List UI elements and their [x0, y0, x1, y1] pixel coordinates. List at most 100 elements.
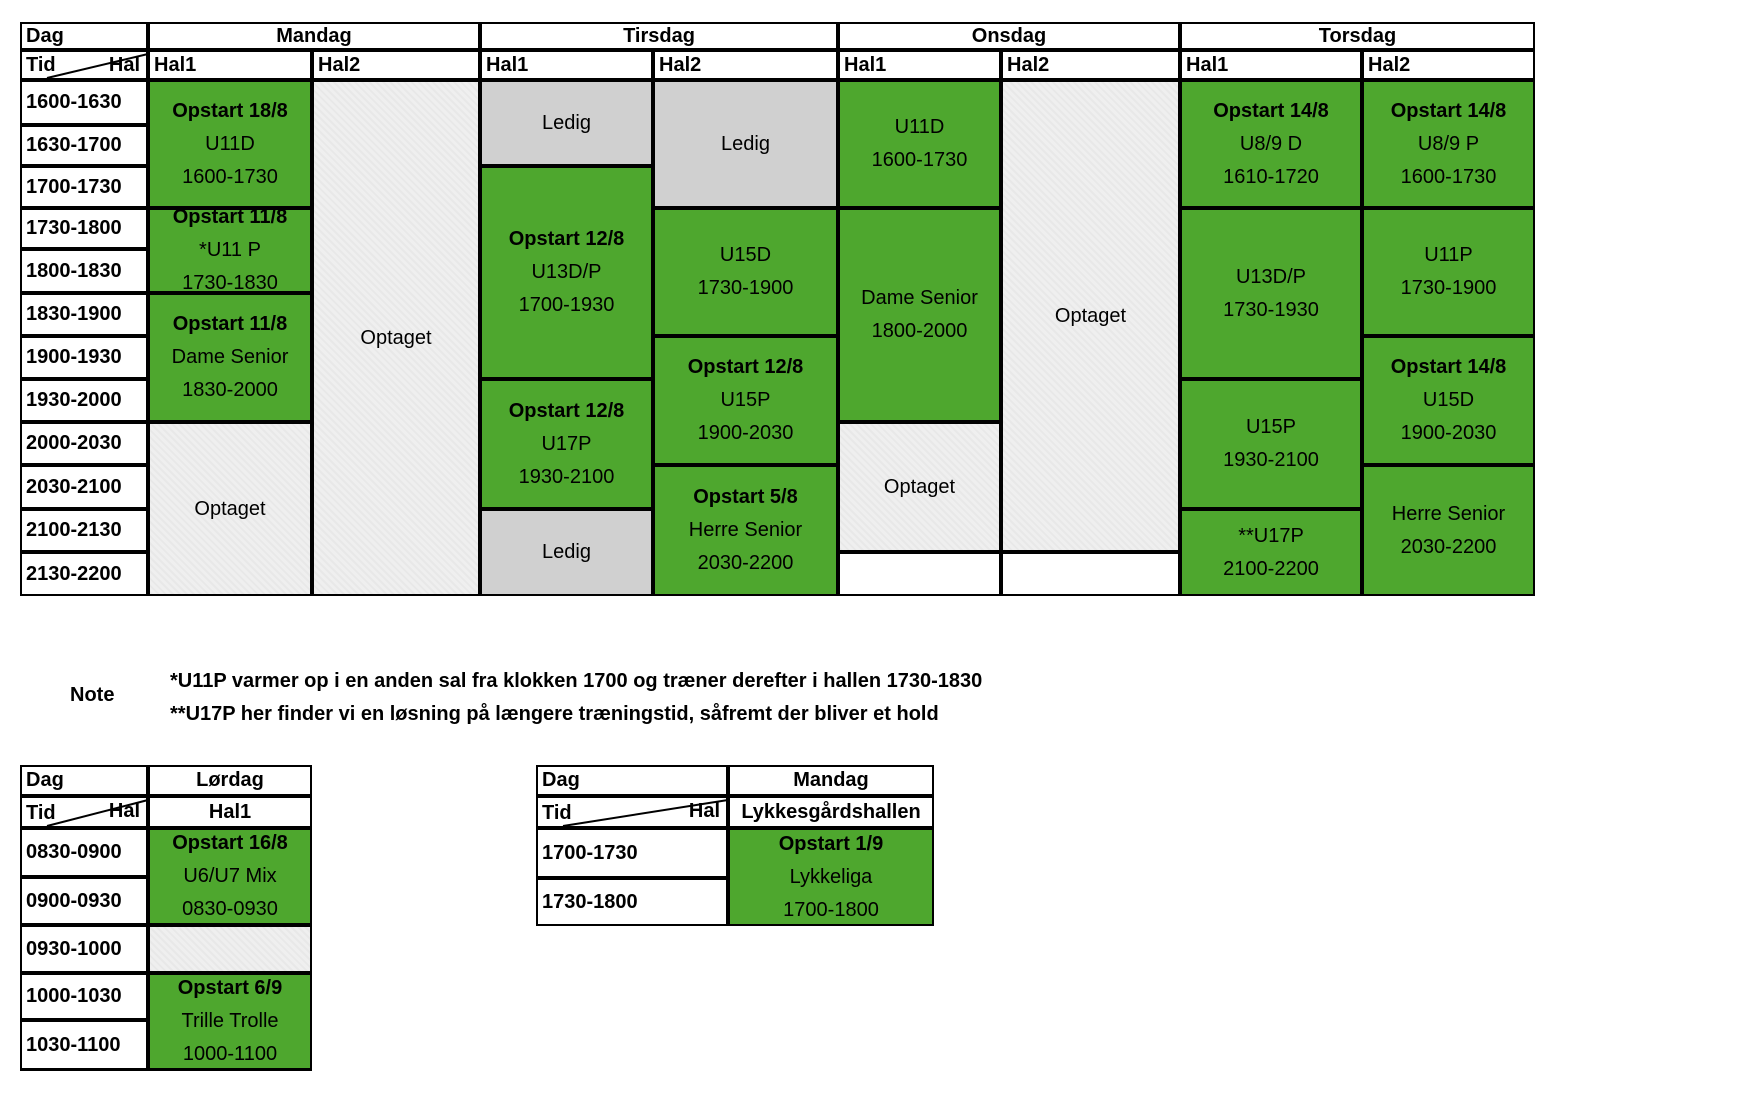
time-text: 1800-1830: [26, 259, 122, 282]
slot-block: Optaget: [838, 422, 1001, 552]
diagonal-divider: [46, 53, 149, 79]
day-header: Torsdag: [1180, 22, 1535, 50]
hal-label: Hal: [108, 54, 140, 76]
day-label: Mandag: [793, 769, 869, 791]
time-column-separator: [147, 78, 150, 596]
time-slot-label: 0900-0930: [20, 877, 148, 925]
slot-title: Opstart 14/8: [1390, 356, 1507, 378]
dag-header: Dag: [536, 765, 728, 796]
slot-block: Opstart 11/8 *U11 P 1730-1830: [148, 206, 312, 294]
time-text: 1600-1630: [26, 91, 122, 113]
day-label: Mandag: [276, 24, 352, 47]
time-slot-label: 1830-1900: [20, 293, 148, 336]
hall-header: Hal2: [312, 50, 480, 80]
slot-line: U15P: [720, 389, 771, 411]
note-line-2: **U17P her finder vi en løsning på længe…: [170, 703, 939, 725]
slot-title: U13D/P: [1235, 265, 1307, 288]
time-slot-label: 1930-2000: [20, 379, 148, 422]
slot-line: 2030-2200: [1400, 535, 1497, 558]
slot-title: Opstart 18/8: [172, 99, 288, 122]
slot-line: 1600-1730: [1400, 165, 1497, 188]
slot-title: Optaget: [883, 475, 956, 498]
slot-line: 1730-1830: [182, 272, 278, 294]
day-label: Tirsdag: [623, 24, 695, 47]
note-line-1: *U11P varmer op i en anden sal fra klokk…: [170, 670, 983, 692]
slot-block: Ledig: [480, 80, 653, 166]
slot-block: Opstart 12/8 U17P 1930-2100: [480, 379, 653, 509]
time-slot-label: 1800-1830: [20, 249, 148, 293]
slot-line: *U11 P: [199, 239, 261, 261]
slot-title: U15D: [719, 244, 772, 266]
diagonal-divider: [562, 799, 729, 827]
tid-hal-corner-cell: Tid Hal: [20, 50, 149, 80]
hall-label: Hal1: [208, 800, 252, 823]
hall-header: Lykkesgårdshallen: [728, 796, 934, 828]
hall-label: Hal2: [318, 53, 361, 76]
slot-block: Ledig: [480, 509, 653, 596]
slot-block: Opstart 14/8 U8/9 P 1600-1730: [1362, 80, 1535, 208]
slot-block: Opstart 12/8 U15P 1900-2030: [653, 336, 838, 465]
slot-line: Herre Senior: [688, 519, 803, 541]
slot-block: U15D 1730-1900: [653, 208, 838, 336]
hall-header: Hal1: [1180, 50, 1362, 80]
hall-header: Hal2: [1001, 50, 1180, 80]
slot-block: Opstart 14/8 U15D 1900-2030: [1362, 336, 1535, 465]
hall-header: Hal2: [1362, 50, 1535, 80]
time-text: 1830-1900: [26, 303, 122, 325]
time-text: 0900-0930: [26, 889, 122, 912]
slot-title: Ledig: [542, 541, 591, 563]
slot-block: **U17P 2100-2200: [1180, 509, 1362, 596]
bottom-border: [20, 1068, 312, 1071]
header-separator: [20, 826, 312, 829]
time-text: 1000-1030: [26, 985, 122, 1007]
slot-title: U11P: [1424, 244, 1473, 266]
slot-title: Ledig: [721, 132, 770, 155]
time-slot-label: 2130-2200: [20, 552, 148, 596]
tid-hal-corner-cell: Tid Hal: [536, 796, 729, 828]
time-slot-label: 0930-1000: [20, 925, 148, 973]
time-text: 1630-1700: [26, 134, 122, 156]
hall-label: Hal1: [1186, 53, 1229, 76]
day-header: Mandag: [728, 765, 934, 796]
slot-line: U17P: [541, 432, 592, 455]
hall-label: Hal1: [154, 53, 197, 76]
slot-line: 1830-2000: [182, 379, 278, 401]
slot-block: Dame Senior 1800-2000: [838, 208, 1001, 422]
day-header: Mandag: [148, 22, 480, 50]
slot-block: Opstart 1/9 Lykkeliga 1700-1800: [728, 828, 934, 926]
slot-block: Optaget: [1001, 80, 1180, 552]
time-slot-label: 2100-2130: [20, 509, 148, 552]
slot-block: U11D 1600-1730: [838, 80, 1001, 208]
hal-label: Hal: [108, 800, 140, 822]
slot-title: Ledig: [542, 111, 591, 134]
slot-line: 1730-1900: [1400, 277, 1497, 299]
slot-block: Opstart 14/8 U8/9 D 1610-1720: [1180, 80, 1362, 208]
slot-title: **U17P: [1238, 524, 1304, 547]
slot-line: 1900-2030: [697, 422, 794, 444]
time-text: 2030-2100: [26, 475, 122, 498]
slot-title: Opstart 14/8: [1390, 99, 1507, 122]
slot-title: Optaget: [1054, 304, 1127, 327]
slot-title: Opstart 1/9: [778, 832, 884, 855]
slot-line: U11D: [205, 132, 255, 155]
time-column-separator: [727, 826, 730, 926]
time-slot-label: 0830-0900: [20, 828, 148, 877]
slot-line: 2030-2200: [697, 552, 794, 574]
time-slot-label: 1000-1030: [20, 973, 148, 1020]
slot-title: U11D: [894, 116, 945, 138]
slot-block: Ledig: [653, 80, 838, 208]
slot-title: Optaget: [360, 326, 432, 349]
slot-line: 1610-1720: [1223, 165, 1319, 188]
slot-block: Opstart 16/8 U6/U7 Mix 0830-0930: [148, 828, 312, 925]
day-label: Lørdag: [196, 769, 264, 791]
slot-line: U13D/P: [531, 261, 602, 283]
day-header: Lørdag: [148, 765, 312, 796]
time-slot-label: 1030-1100: [20, 1020, 148, 1070]
time-slot-label: 1700-1730: [20, 166, 148, 208]
time-text: 2130-2200: [26, 562, 122, 585]
slot-line: 1700-1800: [783, 898, 879, 921]
slot-line: 1600-1730: [871, 149, 968, 171]
time-text: 1900-1930: [26, 346, 122, 368]
dag-header: Dag: [20, 22, 148, 50]
slot-block: Opstart 18/8 U11D 1600-1730: [148, 80, 312, 208]
